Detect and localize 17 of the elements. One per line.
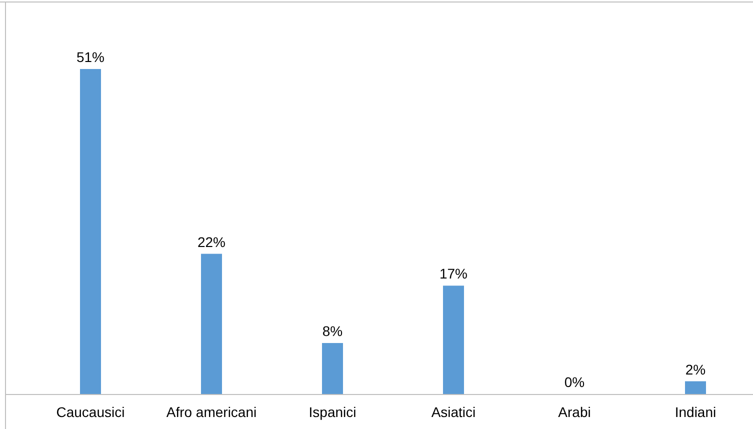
data-label: 8% [322, 323, 343, 340]
bar [685, 381, 706, 394]
x-tick-label: Caucausici [56, 404, 125, 420]
x-tick-label: Indiani [674, 404, 716, 420]
data-label: 2% [685, 361, 706, 378]
x-tick-label: Ispanici [308, 404, 356, 420]
data-label: 51% [76, 49, 105, 65]
data-label: 22% [197, 234, 226, 250]
data-label: 17% [439, 266, 468, 282]
bar [322, 343, 343, 394]
data-label: 0% [564, 374, 585, 390]
x-tick-label: Afro americani [166, 404, 257, 420]
bar [443, 286, 464, 394]
x-tick-label: Arabi [558, 404, 591, 420]
x-tick-label: Asiatici [431, 404, 476, 420]
bar [80, 69, 101, 394]
bar [201, 254, 222, 394]
